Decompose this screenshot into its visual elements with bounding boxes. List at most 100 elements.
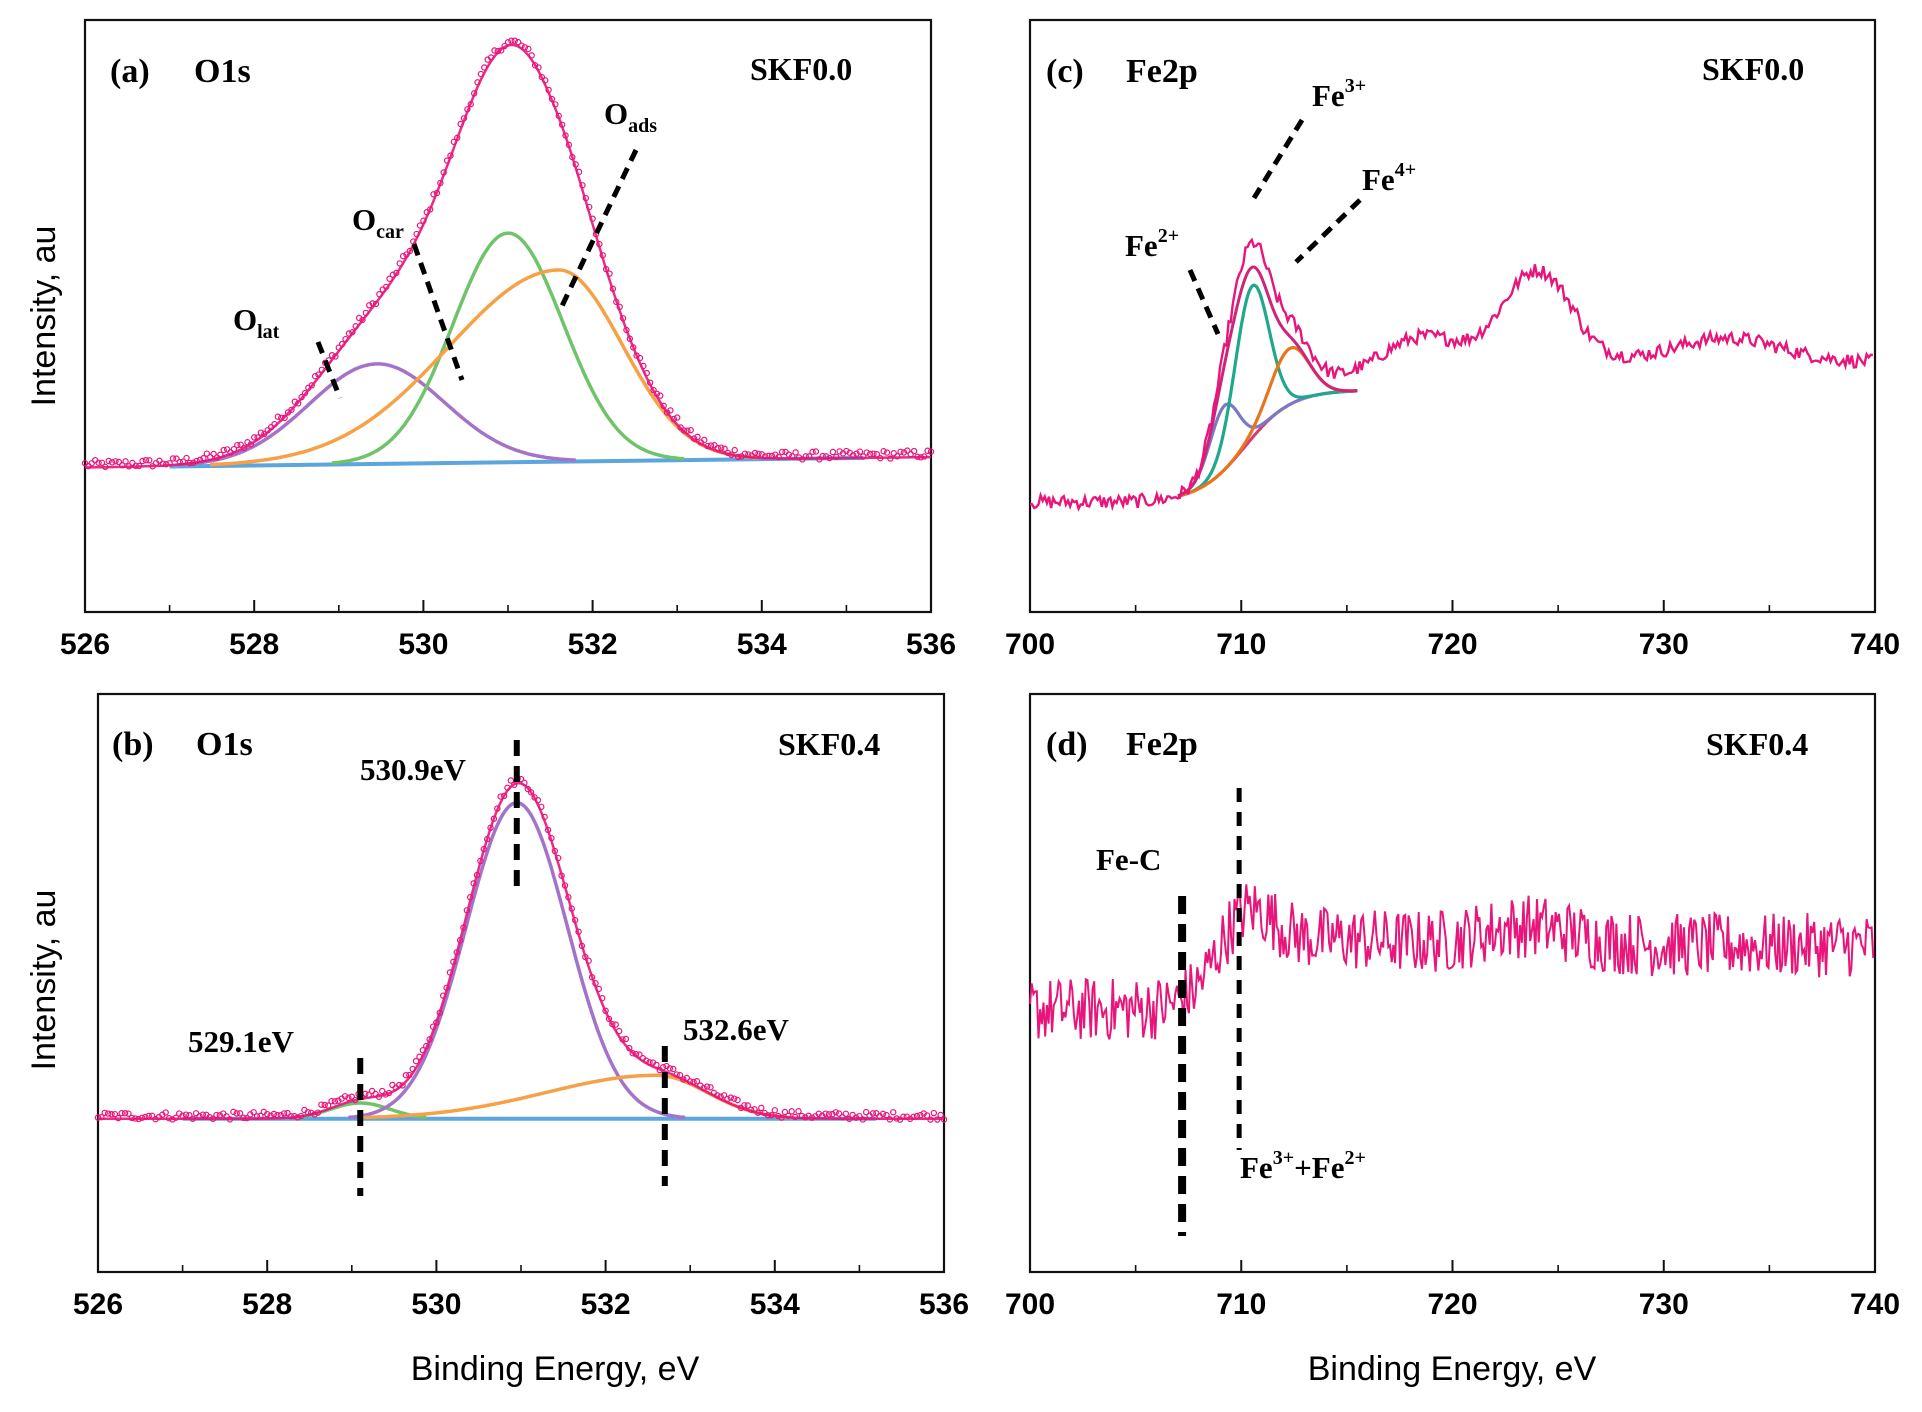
raw-point [389, 271, 397, 278]
panel-b-y-axis-label: Intensity, au [25, 890, 63, 1071]
annotation-fe2-main: Fe [1125, 228, 1158, 263]
raw-point [527, 789, 535, 796]
raw-point [636, 1051, 643, 1058]
raw-point [142, 1113, 149, 1121]
raw-point [690, 1078, 697, 1086]
raw-point [490, 815, 498, 822]
panel-c-sample: SKF0.0 [1702, 51, 1804, 87]
raw-point [135, 462, 143, 470]
panel-a-frame [83, 18, 933, 614]
raw-point [382, 1091, 389, 1098]
raw-point [173, 455, 180, 462]
panel-d-sample: SKF0.4 [1706, 726, 1808, 762]
raw-point [359, 316, 366, 324]
raw-point [443, 157, 451, 164]
raw-point [470, 880, 477, 887]
raw-point [619, 315, 627, 322]
annotation-o-ads: Oads [604, 96, 657, 137]
raw-point [731, 446, 738, 454]
panel-a-plot-area [81, 37, 935, 471]
raw-point [825, 1111, 833, 1118]
raw-point [430, 191, 437, 198]
raw-point [572, 161, 579, 168]
raw-point [616, 303, 623, 311]
raw-point [138, 1114, 146, 1121]
annotation-530-9: 530.9eV [360, 752, 467, 787]
raw-point [596, 240, 603, 248]
raw-point [115, 458, 123, 466]
raw-point [213, 1111, 220, 1119]
raw-point [456, 937, 464, 944]
raw-point [108, 459, 116, 466]
annotation-o-car: Ocar [352, 202, 404, 243]
raw-point [395, 1081, 403, 1089]
raw-point [521, 779, 528, 787]
raw-point [694, 433, 701, 441]
raw-point [778, 448, 786, 456]
raw-point [119, 462, 126, 469]
raw-point [720, 1092, 728, 1099]
raw-point [436, 1009, 443, 1016]
fit-envelope [84, 43, 931, 469]
raw-point [403, 251, 410, 258]
annotation-fe3-fe2-sup-b: 2+ [1344, 1147, 1365, 1169]
raw-point [294, 400, 302, 407]
raw-point [751, 1106, 758, 1113]
x-tick-label: 528 [229, 628, 279, 661]
raw-point [399, 252, 407, 260]
raw-point [125, 1110, 132, 1117]
raw-point [274, 1111, 281, 1119]
raw-point [792, 449, 799, 456]
raw-point [281, 414, 288, 422]
raw-point [376, 290, 383, 298]
raw-point [324, 1102, 332, 1109]
raw-point [728, 451, 735, 458]
raw-point [500, 792, 508, 800]
raw-point [558, 121, 566, 128]
raw-point [504, 784, 511, 791]
raw-point [318, 1101, 325, 1108]
raw-point [538, 803, 545, 811]
raw-point [657, 392, 664, 399]
x-tick-label: 710 [1216, 1288, 1266, 1321]
raw-point [612, 1021, 619, 1028]
raw-point [345, 1094, 352, 1102]
raw-point [904, 447, 911, 454]
raw-point [288, 406, 295, 414]
raw-point [514, 38, 522, 46]
raw-point [829, 1110, 836, 1118]
raw-point [368, 1087, 376, 1095]
raw-point [261, 430, 268, 438]
raw-point [342, 335, 349, 343]
raw-point [450, 958, 457, 966]
raw-point [613, 298, 620, 306]
x-tick-label: 528 [242, 1288, 292, 1321]
raw-point [508, 37, 515, 44]
raw-point [454, 134, 461, 142]
raw-point [280, 1110, 288, 1117]
annotation-fe2: Fe2+ [1125, 225, 1179, 263]
raw-point [146, 457, 153, 464]
raw-point [372, 300, 380, 308]
raw-point [338, 340, 346, 348]
raw-point [307, 1109, 315, 1116]
raw-point [115, 1114, 122, 1122]
raw-point [416, 1053, 423, 1060]
raw-point [734, 453, 742, 461]
raw-point [426, 1036, 433, 1043]
panel-c-frame [1028, 18, 1877, 614]
raw-point [412, 1057, 420, 1065]
raw-point [747, 1106, 755, 1113]
raw-point [385, 1089, 393, 1097]
raw-point [707, 442, 715, 449]
annotation-o-car-main: O [352, 202, 376, 237]
raw-point [230, 1108, 237, 1116]
raw-point [186, 1111, 193, 1119]
raw-point [369, 300, 376, 307]
raw-point [284, 1109, 291, 1117]
raw-point [332, 353, 339, 360]
raw-point [230, 445, 238, 453]
raw-point [670, 1065, 677, 1073]
raw-point [893, 453, 901, 460]
raw-point [863, 449, 870, 456]
